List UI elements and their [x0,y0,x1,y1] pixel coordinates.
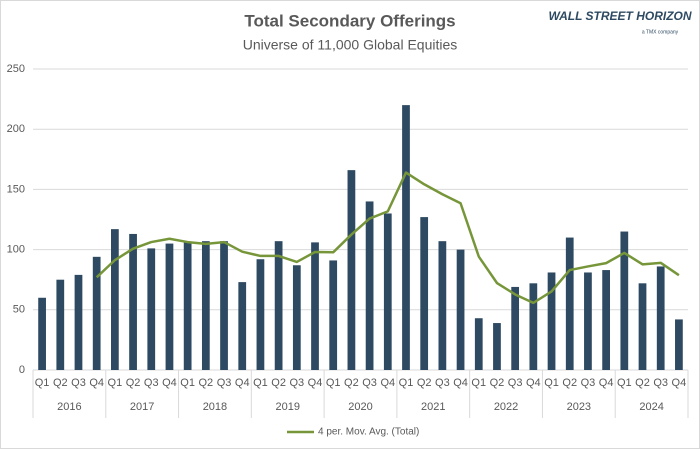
bar [456,249,465,370]
x-tick-label: Q2 [199,377,214,389]
x-tick-label: Q4 [162,377,177,389]
bar [74,274,83,370]
bar [92,256,101,370]
x-group-label: 2024 [639,401,663,413]
bar [347,170,356,370]
x-tick-label: Q3 [217,377,232,389]
x-tick-label: Q1 [253,377,268,389]
bar [602,270,610,370]
bar [584,272,592,370]
legend-label: 4 per. Mov. Avg. (Total) [318,427,419,438]
bar [565,237,574,370]
x-tick-label: Q3 [581,377,596,389]
x-tick-label: Q2 [635,377,650,389]
x-tick-label: Q4 [453,377,468,389]
x-group-label: 2023 [567,401,591,413]
x-tick-label: Q3 [435,377,450,389]
bar [129,233,137,370]
bar [274,241,283,370]
bar [329,260,338,370]
x-tick-label: Q2 [417,377,432,389]
bar [256,259,265,370]
y-tick-label: 200 [7,123,25,135]
bar [311,242,319,370]
x-tick-label: Q1 [35,377,50,389]
bar [238,282,247,370]
x-tick-label: Q1 [326,377,341,389]
x-tick-label: Q2 [53,377,68,389]
x-tick-label: Q3 [653,377,668,389]
x-group-label: 2022 [494,401,518,413]
x-tick-label: Q3 [289,377,304,389]
bar [656,266,665,370]
x-tick-label: Q4 [526,377,541,389]
y-tick-label: 50 [13,304,25,316]
x-group-label: 2020 [348,401,372,413]
x-tick-label: Q4 [235,377,250,389]
bar [165,243,174,370]
chart-title: Total Secondary Offerings [244,11,455,30]
bar [638,283,647,370]
bar [474,318,483,370]
bar [111,229,119,370]
chart-subtitle: Universe of 11,000 Global Equities [243,37,458,53]
x-group-label: 2019 [275,401,299,413]
bar [438,241,447,370]
bar [547,272,556,370]
x-tick-label: Q3 [144,377,159,389]
bar [493,323,501,370]
x-tick-label: Q4 [308,377,323,389]
x-group-label: 2017 [130,401,154,413]
x-tick-label: Q1 [180,377,195,389]
bar [365,201,374,370]
x-group-label: 2018 [203,401,227,413]
bar [383,213,392,370]
x-tick-label: Q3 [71,377,86,389]
x-tick-label: Q4 [599,377,614,389]
bar [201,241,210,370]
bar [620,231,629,370]
logo-name: WALL STREET HORIZON [548,9,691,23]
x-group-label: 2016 [57,401,81,413]
y-tick-label: 150 [7,183,25,195]
y-tick-label: 250 [7,63,25,75]
x-tick-label: Q1 [471,377,486,389]
x-tick-label: Q2 [490,377,505,389]
bar [147,248,156,370]
bar [183,242,192,370]
x-tick-label: Q1 [108,377,123,389]
bar [511,286,520,370]
moving-average-line [95,171,680,305]
x-tick-label: Q4 [672,377,687,389]
bar [292,265,301,370]
x-tick-label: Q2 [344,377,359,389]
bar [220,241,228,370]
bar [529,283,538,370]
x-tick-label: Q2 [271,377,286,389]
y-tick-label: 0 [19,364,25,376]
x-tick-label: Q4 [380,377,395,389]
x-tick-label: Q2 [562,377,577,389]
bar [675,319,683,370]
logo-tagline: a TMX company [642,29,679,35]
x-tick-label: Q1 [617,377,632,389]
bar [420,217,429,370]
bar [38,297,46,370]
x-tick-label: Q1 [399,377,414,389]
x-tick-label: Q2 [126,377,141,389]
bar [402,105,410,371]
x-group-label: 2021 [421,401,445,413]
x-tick-label: Q4 [89,377,104,389]
x-tick-label: Q1 [544,377,559,389]
y-tick-label: 100 [7,244,25,256]
x-tick-label: Q3 [508,377,523,389]
x-tick-label: Q3 [362,377,377,389]
bar [56,279,65,370]
